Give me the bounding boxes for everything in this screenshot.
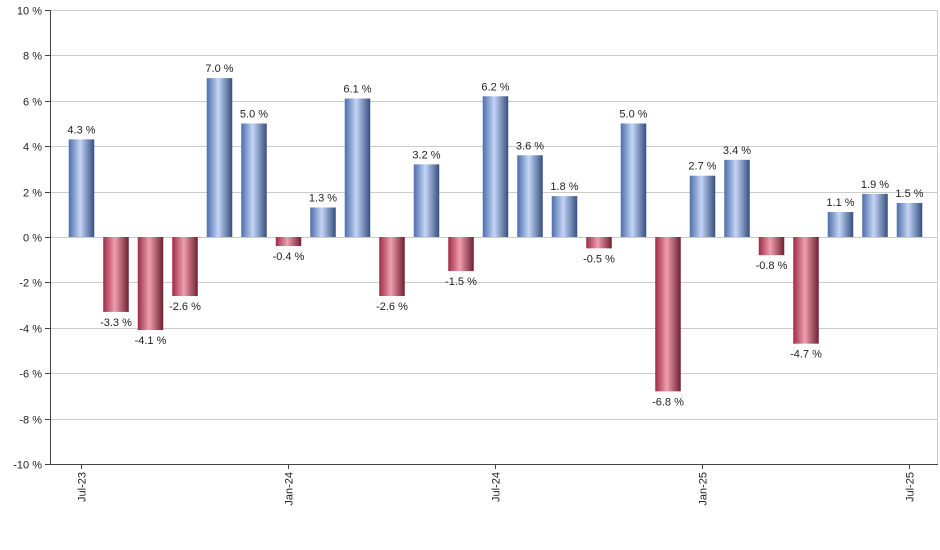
x-axis-tick-labels: Jul-23 Jan-24 Jul-24 Jan-25 Jul-25 — [77, 464, 917, 506]
bar — [896, 202, 923, 237]
bar-value-label: -2.6 % — [169, 301, 201, 313]
bar — [206, 78, 233, 237]
bar-value-label: 6.2 % — [481, 81, 509, 93]
bar-value-label: 1.1 % — [826, 197, 854, 209]
bar-value-label: -0.8 % — [756, 260, 788, 272]
bar-value-label: -0.5 % — [583, 253, 615, 265]
bar-value-label: -2.6 % — [376, 301, 408, 313]
bar-value-label: -4.7 % — [790, 349, 822, 361]
y-tick-label: -4 % — [19, 324, 42, 336]
bar-value-label: 2.7 % — [688, 161, 716, 173]
bar — [689, 175, 716, 237]
bar-value-label: 6.1 % — [343, 84, 371, 96]
bar — [241, 123, 267, 237]
bar-value-label: 4.3 % — [67, 124, 95, 136]
bar — [413, 164, 440, 237]
bar-value-label: 5.0 % — [240, 109, 268, 121]
y-tick-label: 4 % — [23, 142, 42, 154]
axes — [50, 10, 938, 465]
bar — [793, 237, 819, 344]
bar — [344, 98, 371, 237]
bar-value-label: 3.6 % — [516, 140, 544, 152]
y-tick-label: 6 % — [23, 97, 42, 109]
bar — [620, 123, 647, 237]
bar-value-label: 1.8 % — [550, 181, 578, 193]
bar-value-label: 1.9 % — [861, 179, 889, 191]
y-tick-label: -10 % — [13, 460, 42, 472]
bar-value-label: 1.5 % — [895, 188, 923, 200]
bar — [655, 237, 681, 392]
bar-value-label: -0.4 % — [273, 251, 305, 263]
bar — [586, 237, 612, 249]
x-tick-label: Jan-25 — [698, 472, 710, 506]
y-tick-label: 8 % — [23, 51, 42, 63]
bar — [862, 193, 888, 237]
bar — [310, 207, 336, 237]
bar-value-label: 3.2 % — [412, 149, 440, 161]
bar-value-label: 5.0 % — [619, 109, 647, 121]
x-tick-label: Jul-25 — [905, 472, 917, 502]
bar — [172, 237, 198, 297]
bar-value-label: 1.3 % — [309, 192, 337, 204]
bar — [68, 139, 95, 237]
bar-value-label: 7.0 % — [205, 63, 233, 75]
bar — [482, 96, 509, 237]
bar — [379, 237, 405, 297]
bar — [137, 237, 164, 331]
y-tick-label: 10 % — [17, 6, 42, 18]
bar-value-label: -4.1 % — [135, 335, 167, 347]
x-tick-label: Jan-24 — [284, 472, 296, 506]
bar-value-label: -3.3 % — [100, 317, 132, 329]
bar-value-label: 3.4 % — [723, 145, 751, 157]
bar — [758, 237, 785, 256]
y-tick-label: 2 % — [23, 188, 42, 200]
bar — [275, 237, 302, 247]
x-tick-label: Jul-24 — [491, 472, 503, 502]
x-tick-label: Jul-23 — [77, 472, 89, 502]
bar — [827, 212, 854, 237]
bar — [724, 159, 750, 237]
bar — [517, 155, 543, 237]
bar — [103, 237, 129, 312]
bars — [68, 78, 923, 392]
y-axis-tick-labels: -10 % -8 % -6 % -4 % -2 % 0 % 2 % 4 % 6 % 8 % 10 % — [13, 6, 50, 472]
bar — [551, 196, 578, 237]
y-tick-label: -8 % — [19, 415, 42, 427]
data-labels: 4.3 % -3.3 %-4.1 % -2.6 % 7.0 % 5.0 % -0.4 % 1… — [67, 63, 923, 408]
bar-value-label: -1.5 % — [445, 276, 477, 288]
y-tick-label: -6 % — [19, 369, 42, 381]
bar-value-label: -6.8 % — [652, 396, 684, 408]
y-tick-label: 0 % — [23, 233, 42, 245]
y-tick-label: -2 % — [19, 278, 42, 290]
bar — [448, 237, 474, 272]
